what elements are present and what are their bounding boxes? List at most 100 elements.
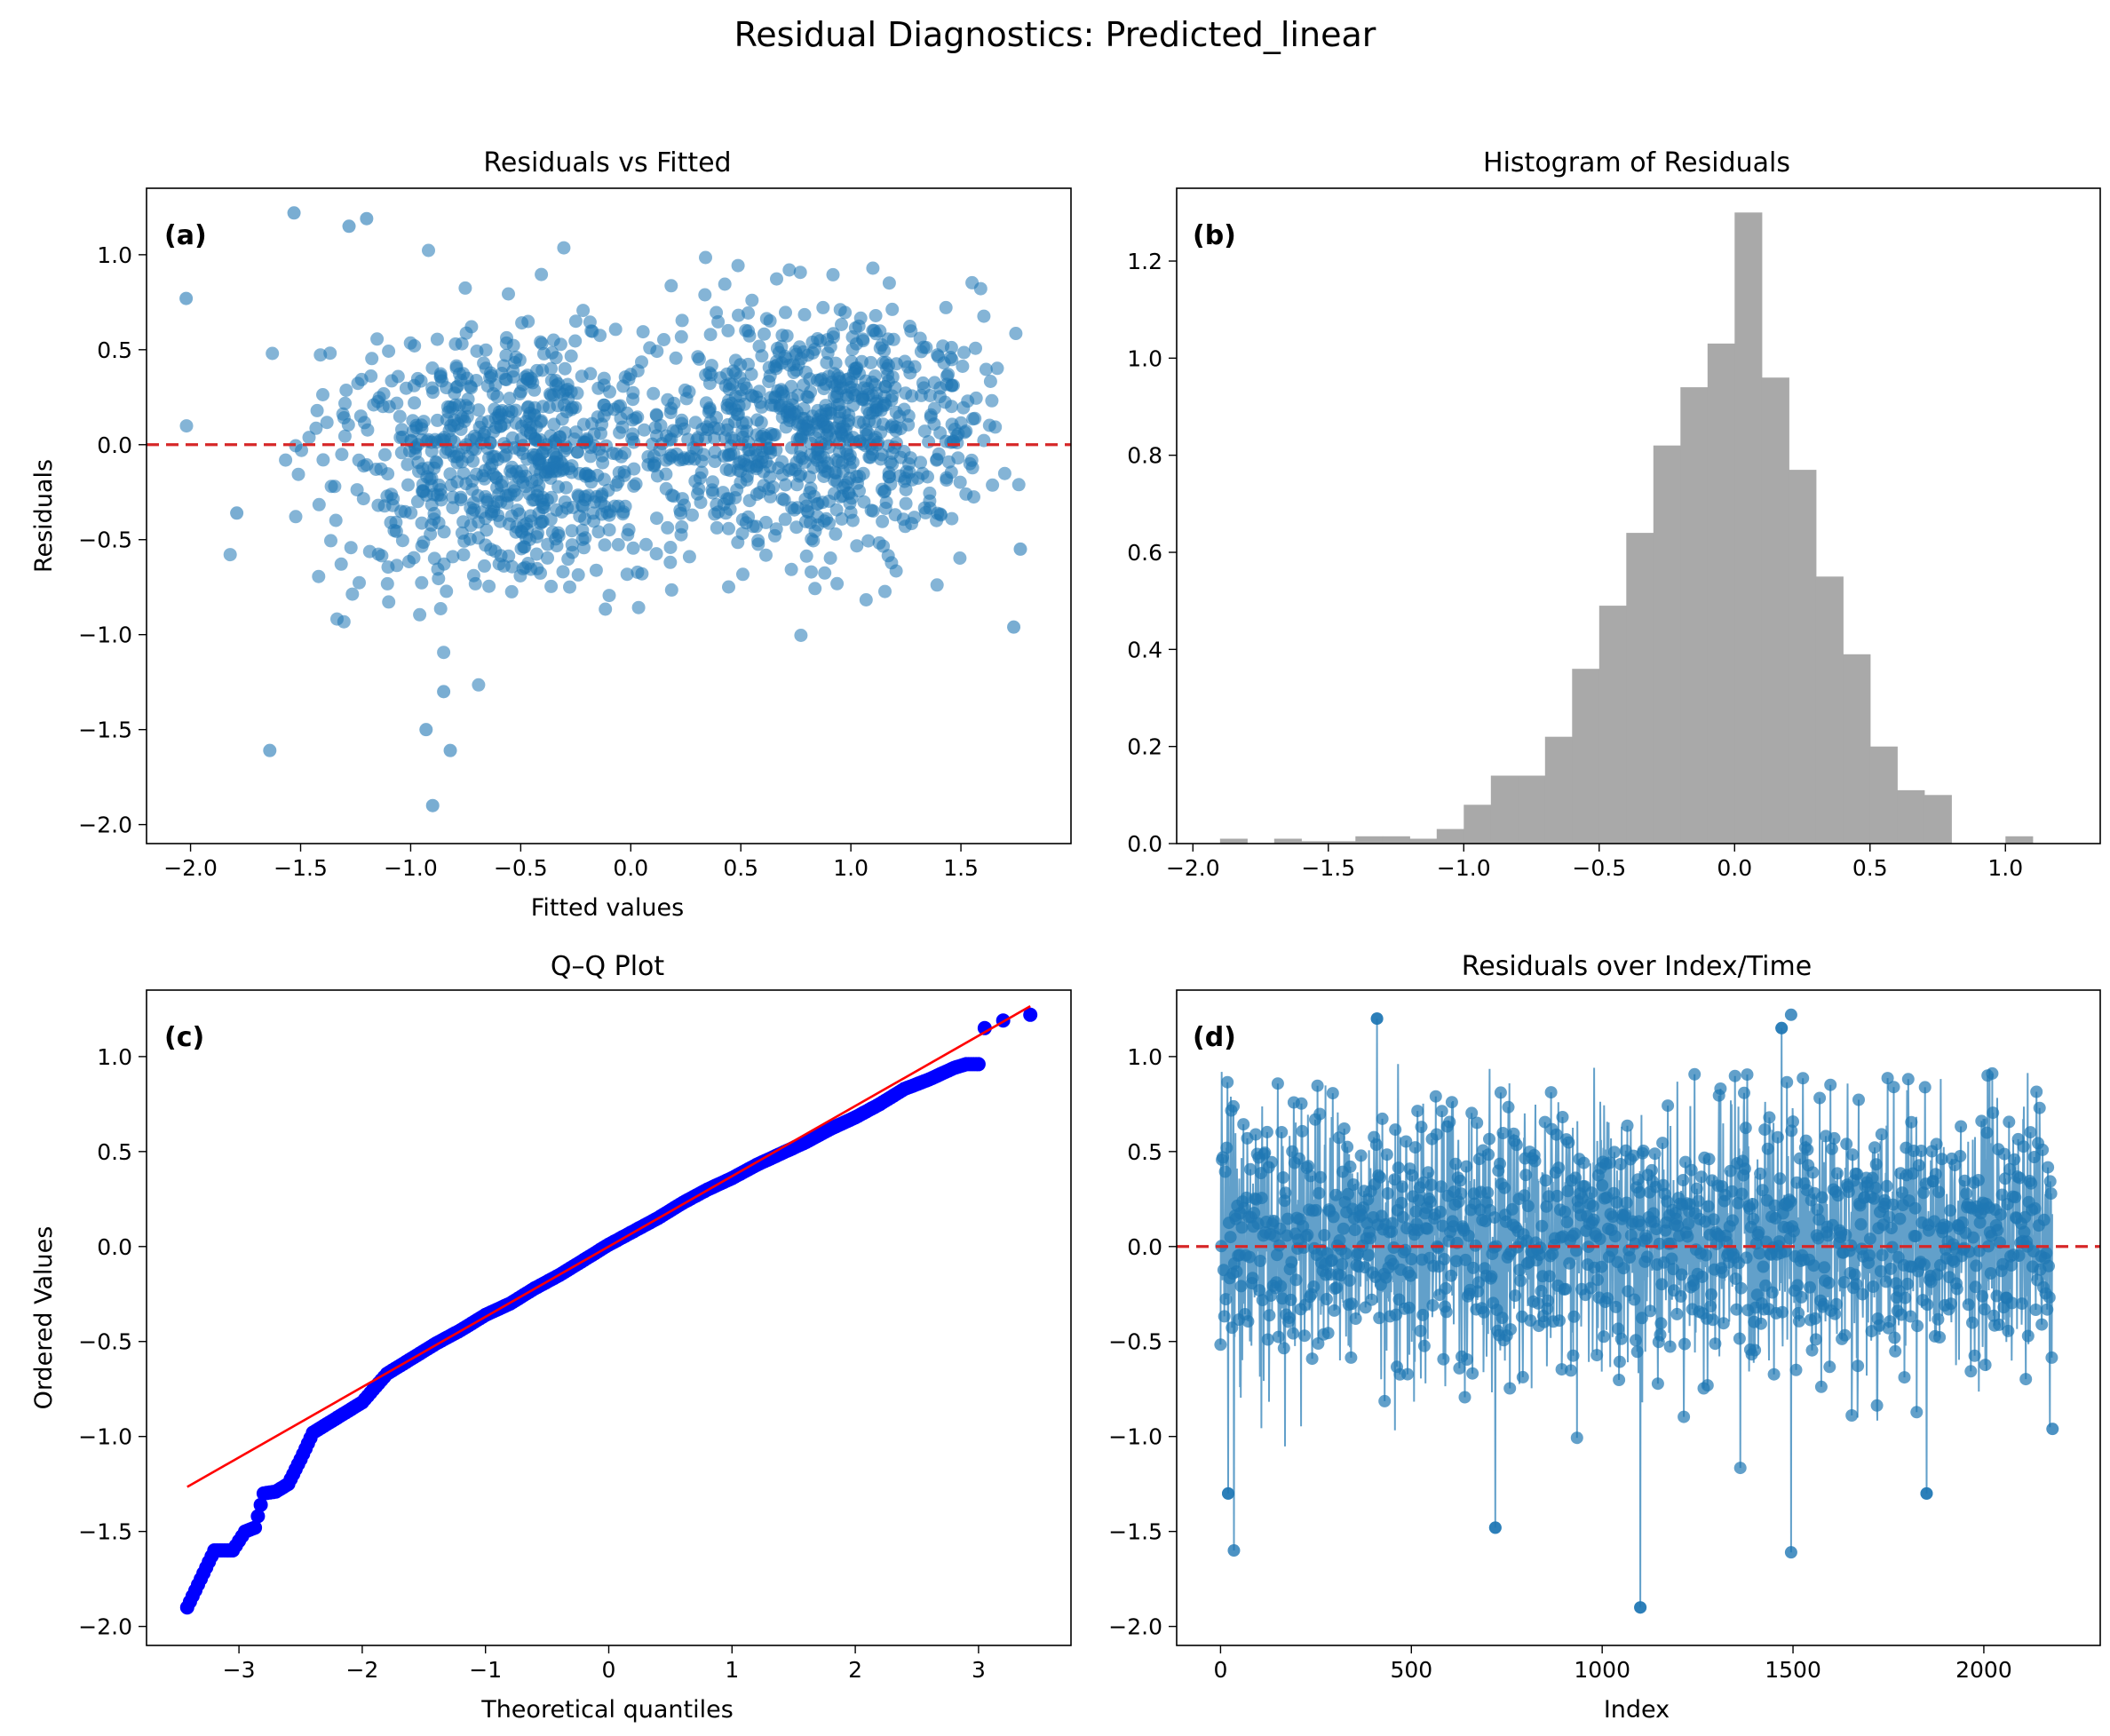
residual-point (757, 428, 771, 442)
panel-a-frame (146, 187, 1072, 844)
residual-point (1243, 1250, 1257, 1264)
residual-point (1917, 1258, 1931, 1272)
residual-point (1768, 1199, 1781, 1212)
residual-point (618, 370, 632, 384)
residual-point (1274, 1280, 1288, 1293)
residual-point (820, 428, 834, 442)
residual-point (2046, 1423, 2059, 1436)
residual-point (1730, 1303, 1743, 1316)
residual-point (465, 483, 480, 496)
residual-point (410, 371, 424, 385)
residual-point (878, 380, 892, 394)
residual-point (566, 400, 580, 415)
residual-point (1884, 1222, 1898, 1235)
x-tick-label: 0.0 (1717, 855, 1752, 881)
residual-point (1960, 1187, 1973, 1201)
residual-point (759, 548, 773, 562)
residual-point (503, 392, 517, 406)
y-tick-label: −1.0 (1108, 1424, 1162, 1450)
residual-point (1395, 1196, 1408, 1209)
residual-point (1931, 1268, 1944, 1281)
residual-point (1964, 1365, 1978, 1378)
residual-point (345, 587, 360, 601)
residual-point (1955, 1216, 1969, 1229)
residual-point (1275, 1126, 1289, 1138)
residual-point (328, 480, 342, 494)
histogram-bar (1328, 841, 1356, 844)
residual-point (1374, 1170, 1387, 1184)
residual-point (455, 337, 469, 351)
residual-point (788, 463, 802, 477)
residual-point (1621, 1119, 1634, 1132)
residual-point (2036, 1143, 2050, 1156)
residual-point (1510, 1138, 1523, 1152)
residual-point (535, 337, 549, 351)
residual-point (599, 602, 613, 616)
residual-point (1601, 1292, 1614, 1305)
residual-point (1763, 1111, 1776, 1124)
residual-point (721, 323, 735, 337)
residual-point (805, 565, 818, 579)
residual-point (1440, 1281, 1452, 1295)
residual-point (985, 393, 999, 408)
residual-point (831, 455, 845, 469)
residual-point (864, 503, 878, 518)
residual-point (1362, 1248, 1376, 1262)
residual-point (946, 435, 960, 449)
residual-point (575, 523, 590, 537)
residual-point (914, 345, 928, 359)
residual-point (1628, 1293, 1641, 1306)
y-tick-label: −1.5 (1108, 1519, 1162, 1545)
residual-point (861, 534, 876, 548)
x-tick-label: 1.0 (1987, 855, 2023, 881)
residual-point (1462, 1229, 1475, 1242)
residual-point (622, 523, 636, 537)
residual-point (334, 557, 348, 571)
residual-point (1401, 1367, 1414, 1381)
residual-point (785, 398, 799, 412)
residual-point (961, 394, 975, 408)
residual-point (1345, 1297, 1359, 1311)
residual-point (515, 316, 529, 330)
residual-point (843, 472, 857, 486)
residual-point (722, 521, 735, 535)
residual-point (1455, 1187, 1468, 1201)
residual-point (953, 475, 967, 489)
residual-point (654, 418, 668, 432)
residual-point (1590, 1349, 1604, 1362)
y-tick-label: 1.0 (97, 242, 132, 268)
residual-point (1219, 1293, 1233, 1306)
residual-point (1920, 1486, 1933, 1500)
residual-point (1011, 478, 1026, 492)
residual-point (316, 388, 329, 401)
residual-point (1958, 1174, 1971, 1187)
residual-point (940, 473, 954, 488)
residual-point (1320, 1293, 1333, 1305)
residual-point (480, 493, 495, 507)
residual-point (782, 263, 797, 277)
residual-point (1822, 1276, 1836, 1289)
residual-point (835, 318, 848, 331)
residual-point (421, 432, 435, 447)
residual-point (602, 508, 616, 522)
residual-point (263, 743, 277, 757)
residual-point (758, 327, 771, 341)
residual-point (1979, 1359, 1992, 1372)
residual-point (1271, 1077, 1284, 1090)
residual-point (1963, 1245, 1976, 1258)
residual-point (1276, 1171, 1289, 1184)
residual-point (818, 566, 832, 580)
residual-point (1726, 1214, 1740, 1227)
residual-point (1282, 1312, 1296, 1325)
residual-point (1935, 1153, 1948, 1166)
residual-point (426, 385, 440, 400)
residual-point (1932, 1312, 1945, 1326)
residual-point (1243, 1162, 1257, 1176)
residual-point (726, 364, 741, 378)
residual-point (1771, 1130, 1784, 1144)
residual-point (826, 267, 840, 281)
residual-point (1651, 1377, 1664, 1391)
residual-point (602, 523, 616, 537)
residual-point (1249, 1128, 1262, 1141)
residual-point (1447, 1220, 1460, 1233)
